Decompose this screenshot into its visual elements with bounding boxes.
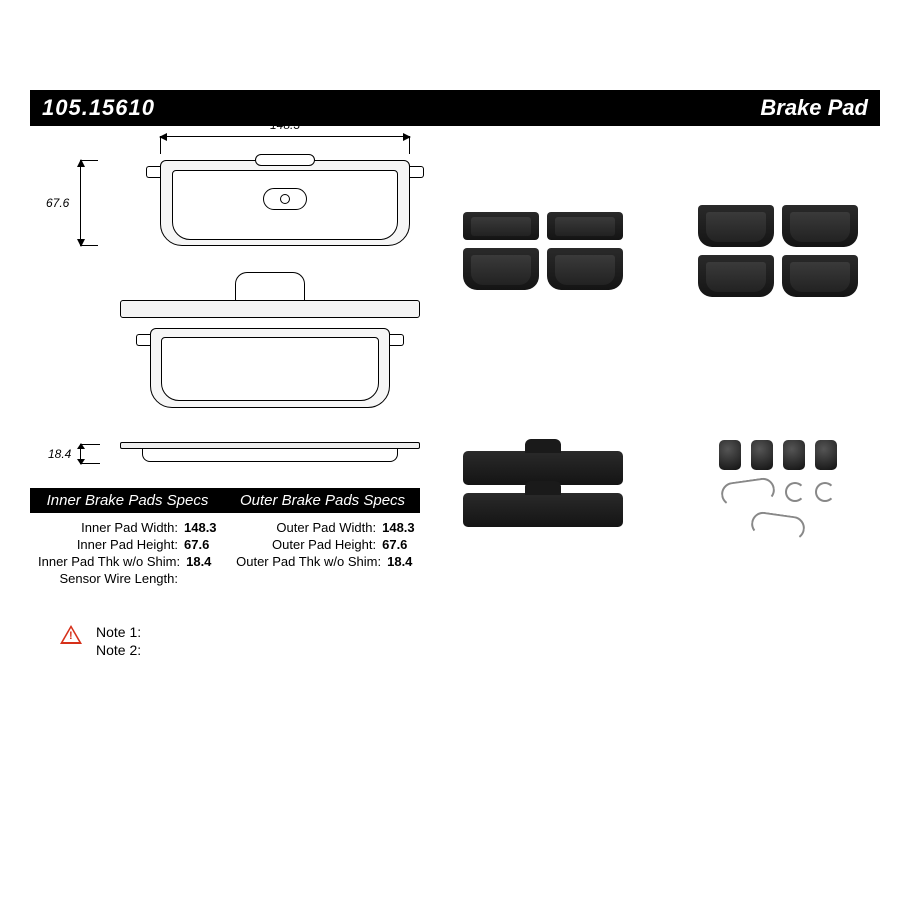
note-2: Note 2:	[96, 641, 141, 659]
notes-section: ! Note 1: Note 2:	[30, 623, 880, 659]
table-row: Outer Pad Width:148.3	[236, 519, 421, 536]
note-1: Note 1:	[96, 623, 141, 641]
technical-drawing: 148.3 67.6	[30, 132, 420, 482]
specs-table: Inner Brake Pads Specs Outer Brake Pads …	[30, 488, 420, 593]
left-column: 148.3 67.6	[30, 132, 420, 593]
dimension-height: 67.6	[80, 160, 81, 246]
pad-side-profile	[120, 442, 420, 464]
inner-specs-heading: Inner Brake Pads Specs	[30, 488, 225, 513]
pad-front-view	[160, 160, 410, 246]
product-photo-hardware-kit	[675, 385, 880, 593]
table-row: Inner Pad Height:67.6	[38, 536, 220, 553]
product-photo-profile	[440, 385, 645, 593]
dimension-width-label: 148.3	[270, 118, 300, 132]
outer-specs-heading: Outer Brake Pads Specs	[225, 488, 420, 513]
product-title: Brake Pad	[760, 95, 868, 121]
table-row: Outer Pad Thk w/o Shim:18.4	[236, 553, 421, 570]
title-bar: 105.15610 Brake Pad	[30, 90, 880, 126]
table-row: Inner Pad Thk w/o Shim:18.4	[38, 553, 220, 570]
inner-specs-column: Inner Pad Width:148.3 Inner Pad Height:6…	[30, 513, 228, 593]
dimension-thickness: 18.4	[80, 444, 81, 464]
dimension-width: 148.3	[160, 136, 410, 137]
warning-icon: !	[60, 625, 82, 644]
table-row: Inner Pad Width:148.3	[38, 519, 220, 536]
pad-assembly-view	[120, 272, 420, 422]
table-row: Sensor Wire Length:	[38, 570, 220, 587]
dimension-thickness-label: 18.4	[48, 447, 71, 461]
specs-header-row: Inner Brake Pads Specs Outer Brake Pads …	[30, 488, 420, 513]
content-area: 148.3 67.6	[30, 132, 880, 593]
dimension-height-label: 67.6	[46, 196, 69, 210]
product-photo-set-front	[675, 147, 880, 355]
part-number: 105.15610	[42, 95, 155, 121]
product-photo-grid	[440, 132, 880, 593]
outer-specs-column: Outer Pad Width:148.3 Outer Pad Height:6…	[228, 513, 429, 593]
product-photo-set-angled	[440, 147, 645, 355]
table-row: Outer Pad Height:67.6	[236, 536, 421, 553]
